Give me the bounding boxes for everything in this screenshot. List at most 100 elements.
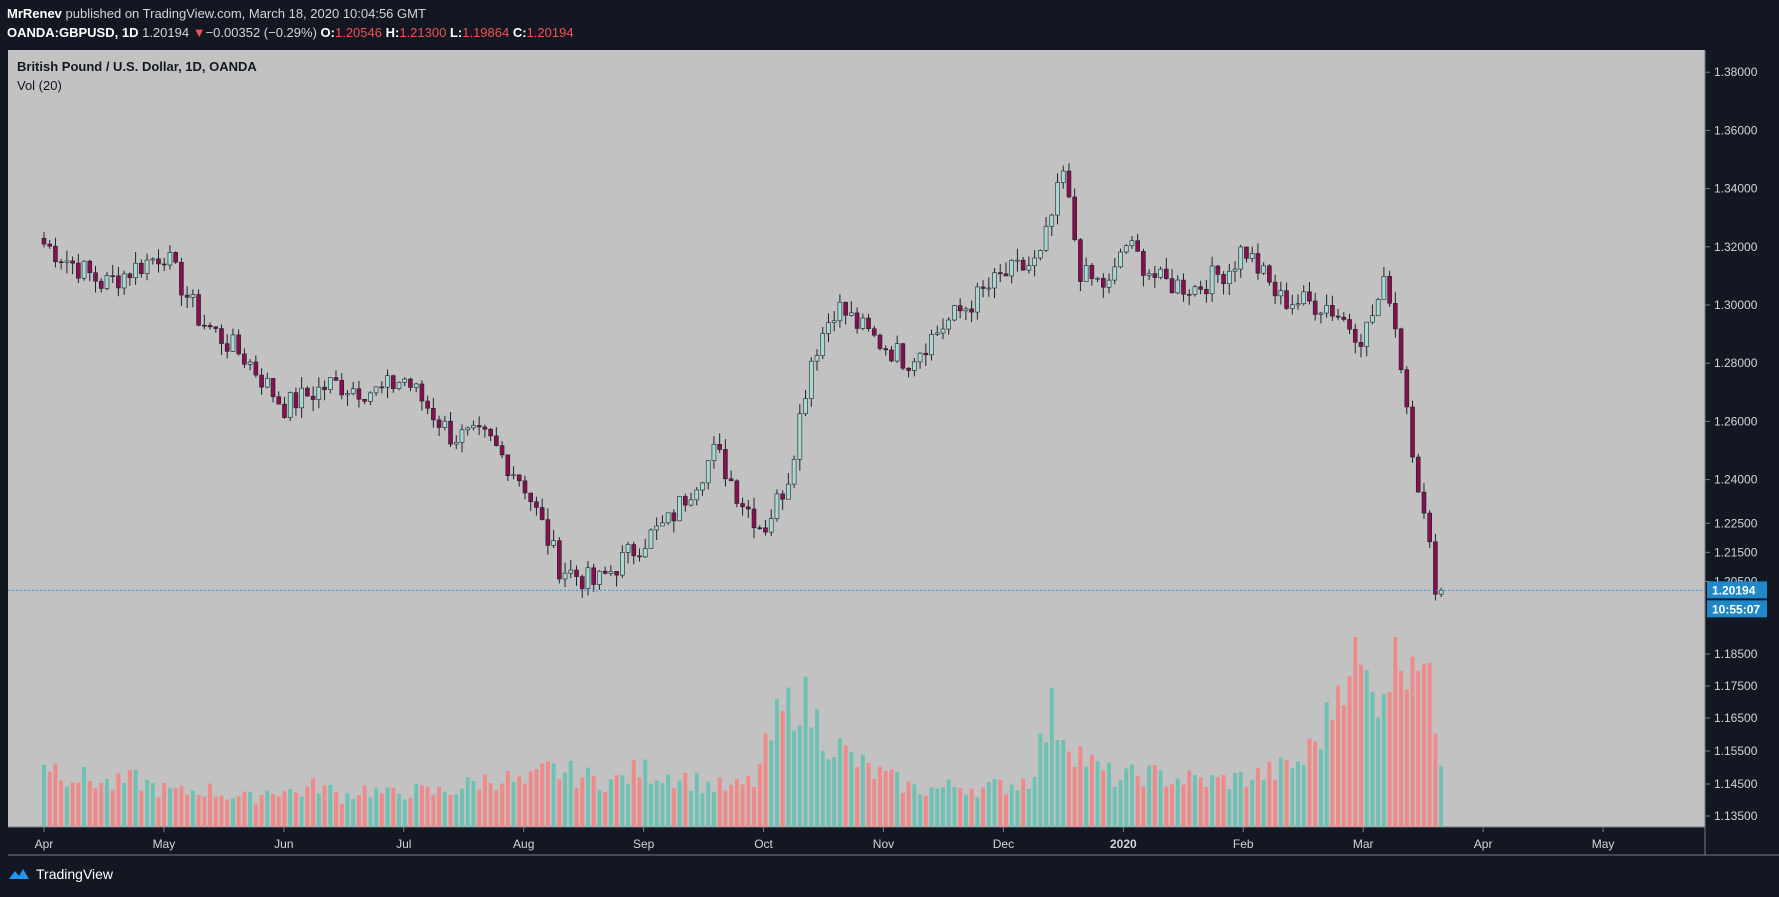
time-axis-label: Jul <box>396 837 411 851</box>
volume-bar <box>1066 751 1071 827</box>
candle-body <box>1072 196 1077 240</box>
time-axis[interactable]: Apr May Jun Jul Aug Sep Oct Nov Dec 2020 Feb Mar Apr… <box>35 827 1615 851</box>
candle-body <box>1244 246 1249 259</box>
volume-bar <box>1404 689 1409 827</box>
countdown-tag-bg <box>1707 600 1767 618</box>
volume-bar <box>1101 770 1106 827</box>
candle-body <box>912 361 917 371</box>
volume-bar <box>740 784 745 827</box>
candle-body <box>568 569 574 574</box>
symbol-label[interactable]: OANDA:GBPUSD, 1D <box>7 25 139 40</box>
candle-body <box>362 398 367 402</box>
volume-bar <box>1421 663 1426 827</box>
candle-body <box>190 294 196 298</box>
author-name[interactable]: MrRenev <box>7 6 62 21</box>
candle-body <box>1335 315 1341 318</box>
volume-bar <box>677 780 682 827</box>
volume-bar <box>208 783 213 827</box>
candle-body <box>1421 491 1427 514</box>
candle-body <box>453 442 459 445</box>
volume-bar <box>167 787 172 827</box>
candle-body <box>1404 369 1410 408</box>
volume-bar <box>265 790 270 827</box>
price-axis-label: 1.26000 <box>1714 414 1758 428</box>
volume-bar <box>729 784 734 827</box>
volume-bar <box>1341 705 1346 827</box>
candle-body <box>1083 265 1089 282</box>
volume-bar <box>133 769 138 827</box>
volume-bar <box>540 763 545 827</box>
chart-title[interactable]: British Pound / U.S. Dollar, 1D, OANDA <box>17 59 257 74</box>
candle-body <box>642 548 648 558</box>
candle-body <box>1198 286 1203 290</box>
volume-bar <box>820 750 825 827</box>
price-axis[interactable]: 1.38000 1.36000 1.34000 1.32000 1.30000 1.280… <box>1705 65 1758 823</box>
candle-body <box>144 259 150 274</box>
candle-body <box>1204 289 1209 295</box>
volume-legend[interactable]: Vol (20) <box>17 78 62 93</box>
candle-body <box>620 552 625 576</box>
volume-bar <box>1204 786 1209 827</box>
volume-bar <box>752 787 757 827</box>
volume-bar <box>1427 662 1432 827</box>
candle-body <box>213 326 219 329</box>
price-axis-label: 1.34000 <box>1714 182 1758 196</box>
volume-bar <box>311 778 316 827</box>
candle-body <box>1375 298 1381 317</box>
volume-bar <box>505 770 510 827</box>
candle-body <box>717 444 722 450</box>
footer-brand[interactable]: TradingView <box>8 866 113 882</box>
volume-bar <box>225 799 230 827</box>
volume-bar <box>1021 778 1026 827</box>
candle-body <box>539 507 545 520</box>
plot-background[interactable] <box>8 50 1705 827</box>
time-axis-label: Apr <box>35 837 54 851</box>
volume-bar <box>511 781 516 827</box>
candle-body <box>574 569 579 577</box>
volume-bar <box>374 787 379 827</box>
candle-body <box>494 435 499 446</box>
volume-bar <box>1439 765 1444 827</box>
volume-bar <box>1026 788 1031 827</box>
volume-bar <box>431 794 436 827</box>
candle-body <box>557 540 562 580</box>
volume-bar <box>1061 740 1066 827</box>
volume-bar <box>826 759 831 827</box>
published-text: published on TradingView.com, March 18, … <box>65 6 426 21</box>
candle-body <box>906 367 911 371</box>
candle-body <box>1415 456 1421 493</box>
candle-body <box>327 377 333 390</box>
candle-body <box>562 572 568 580</box>
candle-body <box>808 360 814 399</box>
candle-body <box>1238 246 1244 270</box>
volume-bar <box>1381 693 1386 827</box>
candles <box>41 163 1444 601</box>
volume-bar <box>259 795 264 827</box>
volume-bar <box>580 777 585 827</box>
candle-body <box>1381 276 1387 300</box>
candle-body <box>104 275 110 289</box>
volume-bar <box>1158 770 1163 827</box>
candle-body <box>1146 273 1152 276</box>
volume-bar <box>454 794 459 827</box>
volume-bar <box>809 727 814 827</box>
volume-bar <box>299 796 304 827</box>
volume-bar <box>585 767 590 827</box>
volume-bar <box>339 803 344 827</box>
candle-body <box>247 361 253 365</box>
candle-body <box>608 571 614 574</box>
volume-bar <box>1370 692 1375 827</box>
candle-body <box>791 458 797 485</box>
time-axis-label: Apr <box>1474 837 1493 851</box>
candle-body <box>1267 265 1272 283</box>
volume-bar <box>1003 794 1008 827</box>
candle-body <box>849 312 854 316</box>
volume-bar <box>568 760 573 827</box>
candle-body <box>511 474 516 477</box>
candle-body <box>614 571 619 576</box>
candle-body <box>757 527 763 530</box>
candle-body <box>116 275 121 289</box>
volume-bar <box>654 780 659 827</box>
volume-bar <box>528 771 533 827</box>
